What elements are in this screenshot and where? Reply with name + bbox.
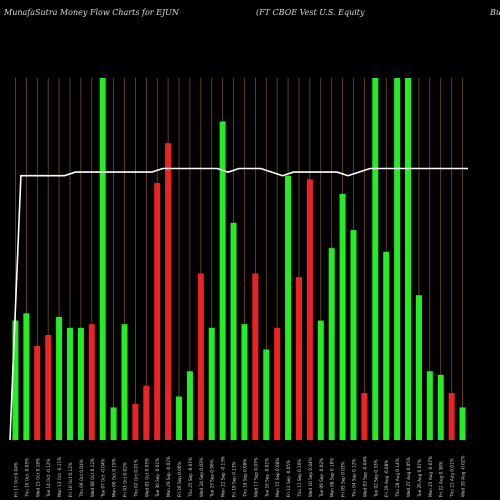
bars	[12, 78, 466, 441]
x-tick-label: Thu 11 Sep 0.16%	[297, 459, 302, 498]
bar	[219, 121, 226, 440]
bar	[394, 78, 401, 440]
bar	[361, 392, 368, 440]
bar	[285, 175, 292, 441]
bar	[295, 277, 302, 440]
bar	[197, 273, 204, 440]
x-tick-label: Tue 14 Oct -0.12%	[46, 458, 51, 498]
x-tick-label: Thu 09 Oct 0.04%	[79, 459, 84, 498]
x-tick-label: Mon 15 Sep 0.08%	[275, 458, 280, 497]
bar	[99, 78, 106, 440]
bar	[121, 324, 128, 440]
bar	[339, 193, 346, 440]
x-tick-label: Tue 07 Oct -0.04%	[101, 458, 106, 498]
x-tick-label: Mon 06 Oct 0.19%	[112, 458, 117, 497]
x-tick-label: Fri 10 Oct 0.12%	[68, 462, 73, 497]
bar	[230, 222, 237, 440]
x-tick-labels: Fri 17 Oct 0.04% Thu 16 Oct -0.05% Wed 15 …	[13, 456, 465, 498]
bar	[88, 324, 95, 440]
moving-average-line	[9, 167, 468, 441]
x-tick-label: Wed 24 Sep 0.03%	[199, 457, 204, 497]
bar	[110, 407, 117, 440]
bar	[154, 182, 161, 441]
bar	[165, 143, 172, 440]
x-tick-label: Mon 08 Sep 0.10%	[330, 458, 335, 497]
bar	[383, 251, 390, 440]
bar	[132, 403, 139, 440]
x-tick-label: Tue 09 Sep -0.02%	[319, 458, 324, 498]
bar	[77, 327, 84, 440]
bar	[317, 320, 324, 440]
x-tick-label: Tue 16 Sep -0.01%	[264, 458, 269, 498]
bar	[328, 248, 335, 440]
bar	[306, 179, 313, 441]
x-tick-label: Fri 26 Sep 0.06%	[177, 461, 182, 497]
chart-title-center: (FT CBOE Vest U.S. Equity	[256, 8, 365, 17]
x-tick-label: Thu 02 Oct 0.01%	[133, 459, 138, 498]
bar	[459, 407, 466, 440]
bar	[263, 349, 270, 440]
x-tick-label: Thu 25 Sep -0.07%	[188, 457, 193, 498]
bar	[350, 230, 357, 440]
bar	[372, 78, 379, 440]
chart-title-right: Buf	[490, 8, 500, 17]
x-tick-label: Tue 30 Sep -0.01%	[155, 458, 160, 498]
bar	[186, 371, 193, 440]
x-tick-label: Fri 22 Aug 0.38%	[439, 461, 444, 497]
x-tick-label: Tue 23 Sep 0.06%	[210, 459, 215, 498]
x-tick-label: Fri 12 Sep -0.05%	[286, 460, 291, 497]
x-tick-label: Thu 18 Sep 0.08%	[242, 459, 247, 498]
bar	[176, 396, 183, 440]
x-tick-label: Fri 17 Oct 0.04%	[13, 462, 18, 497]
bar	[405, 78, 412, 440]
x-tick-label: Thu 16 Oct -0.05%	[24, 458, 29, 498]
x-tick-label: Mon 29 Sep -0.02%	[166, 456, 171, 497]
x-tick-label: Wed 15 Oct 0.18%	[35, 458, 40, 497]
x-tick-label: Thu 21 Aug 0.01%	[450, 458, 455, 498]
x-tick-label: Thu 28 Aug 0.14%	[395, 458, 400, 498]
chart-title-left: MunafaSutra Money Flow Charts for EJUN	[4, 8, 179, 17]
bar	[143, 385, 150, 440]
bar	[426, 371, 433, 440]
bar	[45, 335, 52, 440]
bar	[448, 392, 455, 440]
x-tick-label: Thu 04 Sep 0.12%	[352, 459, 357, 498]
x-tick-label: Tue 02 Sep 0.33%	[373, 459, 378, 498]
x-tick-label: Fri 03 Oct 0.02%	[123, 462, 128, 497]
overlay-line	[9, 167, 468, 441]
x-tick-label: Fri 19 Sep 0.13%	[232, 461, 237, 497]
x-tick-label: Fri 05 Sep 0.03%	[341, 461, 346, 497]
bar	[23, 313, 30, 440]
x-tick-label: Mon 25 Aug -0.07%	[428, 456, 433, 497]
x-tick-label: Wed 27 Aug 0.05%	[406, 457, 411, 497]
x-tick-label: Mon 22 Sep -0.13%	[221, 456, 226, 497]
bar	[12, 320, 19, 440]
bar	[274, 327, 281, 440]
x-tick-label: Fri 29 Aug -0.08%	[384, 460, 389, 497]
bar	[66, 327, 73, 440]
bar	[415, 295, 422, 440]
x-tick-label: Wed 08 Oct 0.12%	[90, 458, 95, 497]
bar	[241, 324, 248, 440]
bar	[252, 273, 259, 440]
x-tick-label: Wed 01 Oct 0.05%	[144, 458, 149, 497]
x-tick-label: Wed 20 Aug -0.02%	[461, 456, 466, 497]
x-tick-label: Tue 26 Aug 0.07%	[417, 459, 422, 498]
bar	[437, 374, 444, 440]
x-tick-label: Mon 13 Oct -0.11%	[57, 457, 62, 497]
bar	[56, 316, 63, 440]
bar	[34, 345, 41, 440]
bar	[208, 327, 215, 440]
x-tick-label: Wed 03 Sep -0.04%	[362, 456, 367, 497]
x-tick-label: Wed 10 Sep 0.04%	[308, 457, 313, 497]
x-tick-label: Wed 17 Sep 0.07%	[253, 457, 258, 497]
